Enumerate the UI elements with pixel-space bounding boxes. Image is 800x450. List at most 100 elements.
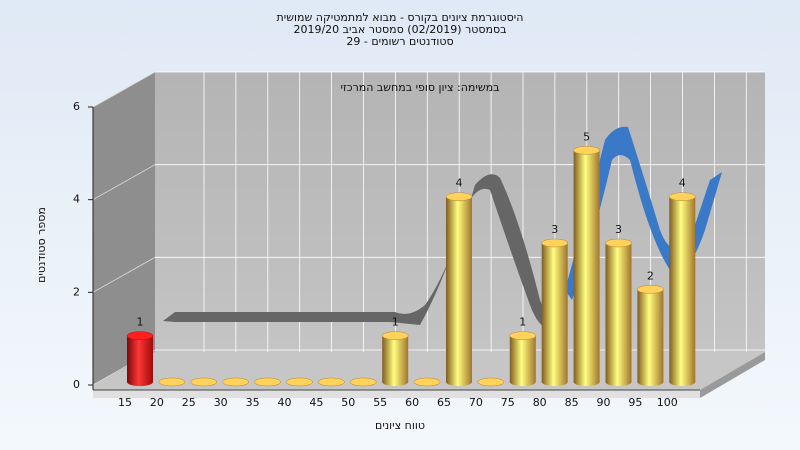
x-tick-label: 60 [405,396,419,409]
bar-top [222,377,249,387]
bar-body [541,243,568,382]
x-tick-label: 80 [533,396,547,409]
bar [158,377,186,387]
bar-top [637,285,664,294]
bar [222,377,249,387]
y-tick-label: 0 [73,378,80,391]
y-axis-label: מספר סטודנטים [35,207,48,283]
x-tick-label: 75 [501,396,515,409]
bar-top [126,331,154,340]
floor-edge [700,352,765,398]
bar-top [381,331,409,340]
data-label: 4 [456,177,463,190]
bar-body [127,335,153,382]
bar [541,238,568,386]
title-line: היסטוגרמת ציונים בקורס - מבוא למתמטיקה ש… [277,11,524,24]
x-tick-label: 65 [437,396,451,409]
bar [637,285,664,386]
bar-top [158,377,186,387]
bar-body [637,289,664,382]
x-axis-label: טווח ציונים [375,419,425,432]
bar-base [446,378,472,386]
data-label: 3 [551,223,558,236]
bar [477,377,505,387]
bar-base [382,378,409,386]
bar [509,331,537,386]
bar-body [446,196,472,382]
x-tick-label: 95 [628,396,642,409]
x-tick-label: 70 [469,396,483,409]
x-tick-label: 55 [373,396,387,409]
x-tick-label: 45 [309,396,323,409]
bar-base [669,378,696,386]
bar [413,377,441,387]
y-tick-label: 6 [73,100,80,113]
data-label: 2 [647,269,654,282]
bar-top [509,331,537,340]
bar [445,192,473,386]
trend-ribbon [163,174,560,328]
bar-top [190,377,218,387]
x-tick-label: 50 [341,396,355,409]
grid-line [92,256,156,293]
bar [286,377,313,387]
bar-top [318,377,345,387]
y-tick-label: 4 [73,193,80,206]
bar-body [605,243,632,382]
bar-top [286,377,313,387]
y-tick-label: 2 [73,285,80,298]
bar-top [350,377,377,387]
bar-body [669,196,696,382]
title-line: בסמסטר (02/2019) סמסטר אביב 2019/20 [293,23,506,36]
x-tick-label: 85 [565,396,579,409]
title-line: סטודנטים רשומים - 29 [346,35,453,48]
bar [318,377,345,387]
x-tick-label: 30 [214,396,228,409]
annotation: במשימה: ציון סופי במחשב המרכזי [340,81,499,94]
bar-body [382,335,409,382]
x-tick-label: 25 [182,396,196,409]
bar [126,331,154,386]
x-tick-label: 90 [597,396,611,409]
floor-front [93,390,700,398]
x-tick-label: 15 [118,396,132,409]
data-label: 5 [583,130,590,143]
bar [254,377,281,387]
data-label: 1 [392,316,399,329]
data-label: 4 [679,177,686,190]
data-label: 1 [137,316,144,329]
x-tick-label: 100 [657,396,678,409]
bar-top [573,146,600,155]
left-wall [93,72,155,385]
bar-top [669,192,696,201]
bar-top [413,377,441,387]
bar-base [637,378,664,386]
bar-top [541,238,568,248]
x-tick-label: 20 [150,396,164,409]
x-tick-label: 40 [278,396,292,409]
data-label: 1 [519,316,526,329]
bar-top [445,192,473,201]
bar-body [509,335,536,382]
bar-base [573,378,600,386]
bar-base [605,378,632,386]
data-label: 3 [615,223,622,236]
x-tick-label: 35 [246,396,260,409]
bar [605,238,632,386]
bar-base [127,378,153,386]
bar [381,331,409,386]
bar [573,146,600,386]
bar-base [541,378,568,386]
grid-line [92,164,156,201]
bar-top [254,377,281,387]
grid-line [92,71,156,108]
bar-base [509,378,536,386]
bar-top [477,377,505,387]
bar-top [605,238,632,248]
bar-body [573,150,600,382]
bar [350,377,377,387]
bar [669,192,696,386]
bar [190,377,218,387]
